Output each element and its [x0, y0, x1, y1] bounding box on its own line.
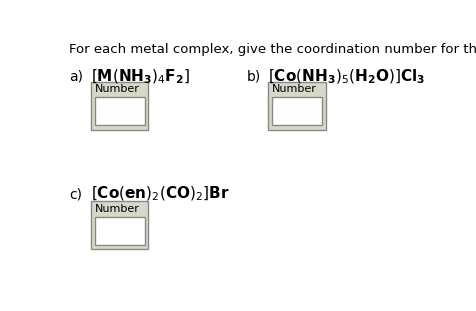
- FancyBboxPatch shape: [272, 97, 321, 125]
- Text: $\left[\mathbf{M}\left(\mathbf{NH_3}\right)_4\mathbf{F_2}\right]$: $\left[\mathbf{M}\left(\mathbf{NH_3}\rig…: [91, 67, 190, 86]
- Text: b): b): [246, 70, 260, 84]
- Text: $\left[\mathbf{Co}\left(\mathbf{NH_3}\right)_5\left(\mathbf{H_2O}\right)\right]\: $\left[\mathbf{Co}\left(\mathbf{NH_3}\ri…: [268, 67, 425, 86]
- Text: c): c): [69, 187, 82, 201]
- Text: Number: Number: [95, 204, 139, 214]
- FancyBboxPatch shape: [95, 217, 144, 245]
- Text: For each metal complex, give the coordination number for the metal species.: For each metal complex, give the coordin…: [69, 43, 476, 56]
- FancyBboxPatch shape: [91, 81, 148, 129]
- Text: $\left[\mathbf{Co}\left(\mathbf{en}\right)_2\left(\mathbf{CO}\right)_2\right]\ma: $\left[\mathbf{Co}\left(\mathbf{en}\righ…: [91, 185, 229, 203]
- FancyBboxPatch shape: [91, 201, 148, 249]
- Text: a): a): [69, 70, 83, 84]
- FancyBboxPatch shape: [268, 81, 325, 129]
- Text: Number: Number: [272, 85, 317, 95]
- FancyBboxPatch shape: [95, 97, 144, 125]
- Text: Number: Number: [95, 85, 139, 95]
